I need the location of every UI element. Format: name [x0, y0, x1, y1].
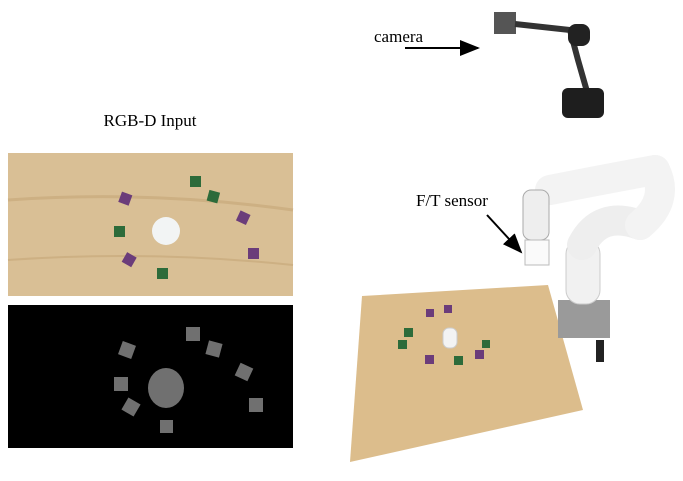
rgbd-label: RGB-D Input	[103, 111, 196, 130]
camera-mount	[494, 12, 604, 118]
table-objects	[398, 305, 490, 365]
ft-sensor-label: F/T sensor	[416, 191, 488, 210]
rgb-image	[7, 153, 294, 296]
depth-image	[8, 305, 293, 448]
camera-label: camera	[374, 27, 424, 46]
robot-arm	[522, 155, 675, 362]
ft-arrow	[486, 214, 523, 254]
table	[350, 285, 583, 462]
